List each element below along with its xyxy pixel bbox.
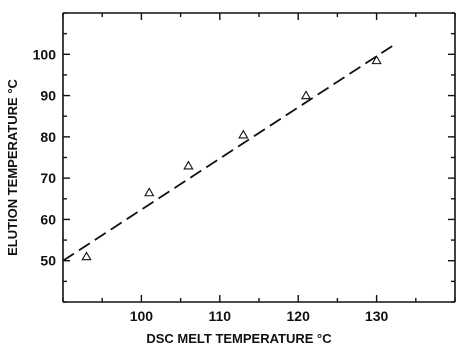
y-ticks: 50 60 70 80 90 100 — [33, 12, 455, 303]
y-tick-label: 50 — [40, 253, 56, 269]
data-point — [238, 129, 249, 139]
data-point — [300, 90, 312, 100]
y-tick-label: 60 — [40, 211, 56, 227]
fit-line — [62, 45, 393, 262]
data-point — [81, 251, 92, 261]
x-tick-label: 110 — [209, 308, 232, 324]
data-point — [183, 160, 194, 170]
y-tick-label: 70 — [40, 170, 56, 186]
data-points — [81, 55, 382, 261]
data-point — [144, 187, 155, 197]
y-axis-title: ELUTION TEMPERATURE °C — [5, 78, 20, 255]
y-tick-label: 90 — [40, 88, 56, 104]
x-axis-title: DSC MELT TEMPERATURE °C — [146, 331, 332, 346]
x-tick-label: 120 — [287, 308, 311, 324]
x-tick-label: 100 — [130, 308, 154, 324]
data-point — [371, 55, 382, 65]
x-ticks: 100 110 120 130 — [62, 13, 456, 324]
x-tick-label: 130 — [365, 308, 389, 324]
y-tick-label: 100 — [33, 46, 57, 62]
axes — [62, 12, 456, 303]
y-tick-label: 80 — [40, 129, 56, 145]
